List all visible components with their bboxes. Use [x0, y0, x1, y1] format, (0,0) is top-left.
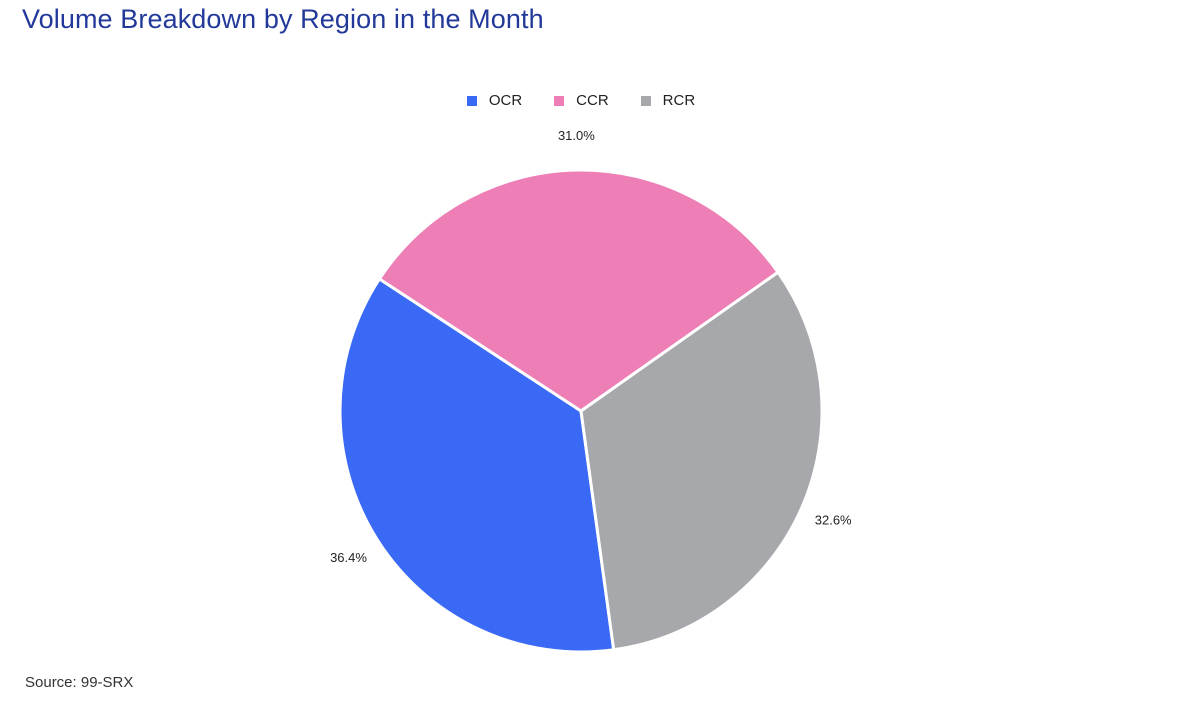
legend-label-ocr: OCR [488, 92, 523, 109]
chart-title: Volume Breakdown by Region in the Month [22, 4, 544, 34]
source-note: Source: 99-SRX [25, 674, 134, 691]
pie-slice-rcr[interactable] [579, 270, 824, 652]
pie-slice-ccr[interactable] [377, 168, 780, 413]
data-label-rcr: 32.6% [815, 513, 852, 528]
legend-swatch-ccr [554, 95, 565, 106]
legend-item-ccr[interactable]: CCR [554, 92, 609, 109]
pie-slice-ocr[interactable] [338, 277, 616, 654]
legend-item-ocr[interactable]: OCR [466, 92, 523, 109]
legend-swatch-ocr [466, 95, 477, 106]
chart-legend: OCR CCR RCR [0, 92, 1200, 109]
legend-label-rcr: RCR [662, 92, 696, 109]
legend-swatch-rcr [640, 95, 651, 106]
legend-label-ccr: CCR [576, 92, 609, 109]
legend-item-rcr[interactable]: RCR [640, 92, 696, 109]
data-label-ocr: 36.4% [330, 550, 367, 565]
data-label-ccr: 31.0% [558, 128, 595, 143]
